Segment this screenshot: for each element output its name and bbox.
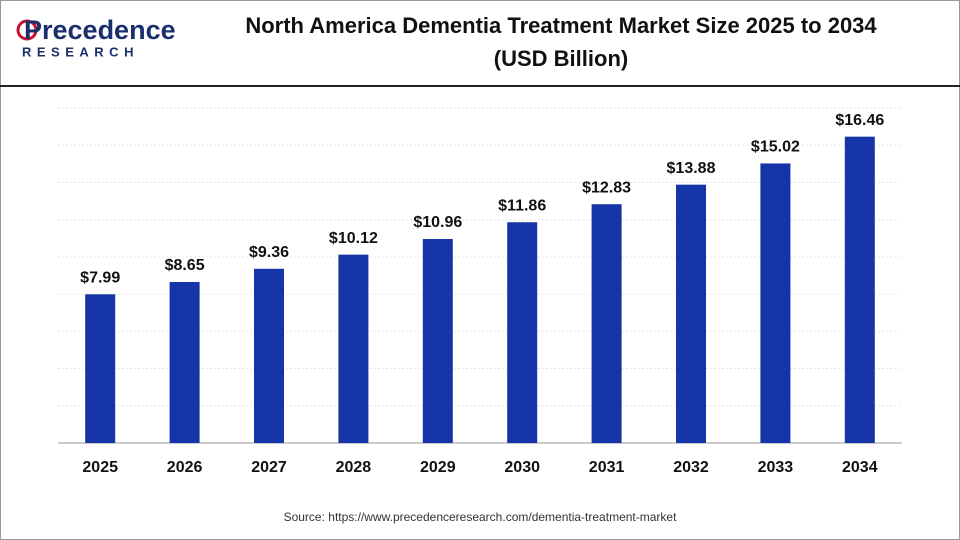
logo-mark: [16, 19, 38, 41]
value-label: $9.36: [249, 244, 289, 261]
bar: [338, 254, 369, 443]
bar: [591, 204, 622, 443]
x-tick-label: 2029: [420, 459, 456, 476]
chart-subtitle: (USD Billion): [494, 46, 628, 71]
value-label: $12.83: [582, 179, 631, 196]
value-label: $16.46: [835, 112, 884, 129]
x-tick-label: 2033: [758, 459, 794, 476]
x-tick-label: 2034: [842, 459, 878, 476]
source: Source: https://www.precedenceresearch.c…: [284, 510, 678, 524]
value-label: $7.99: [80, 270, 120, 287]
bar: [85, 294, 116, 443]
bar: [760, 163, 791, 443]
x-tick-label: 2031: [589, 459, 625, 476]
x-tick-label: 2027: [251, 459, 287, 476]
logo-name: Precedence: [24, 15, 176, 45]
chart-title: North America Dementia Treatment Market …: [245, 13, 877, 38]
bar: [422, 239, 453, 443]
bar: [676, 184, 706, 443]
logo-tagline: RESEARCH: [22, 44, 139, 59]
bar: [507, 222, 538, 443]
value-label: $10.96: [413, 214, 462, 231]
x-tick-label: 2025: [82, 459, 118, 476]
x-tick-label: 2030: [504, 459, 540, 476]
x-tick-label: 2028: [336, 459, 372, 476]
x-tick-label: 2032: [673, 459, 709, 476]
value-label: $8.65: [165, 257, 205, 274]
value-label: $15.02: [751, 139, 800, 156]
bar: [169, 282, 200, 443]
value-label: $11.86: [498, 197, 546, 214]
bar: [254, 268, 284, 443]
bar: [844, 136, 875, 443]
value-label: $13.88: [667, 160, 716, 177]
x-tick-label: 2026: [167, 459, 203, 476]
value-label: $10.12: [329, 230, 378, 247]
